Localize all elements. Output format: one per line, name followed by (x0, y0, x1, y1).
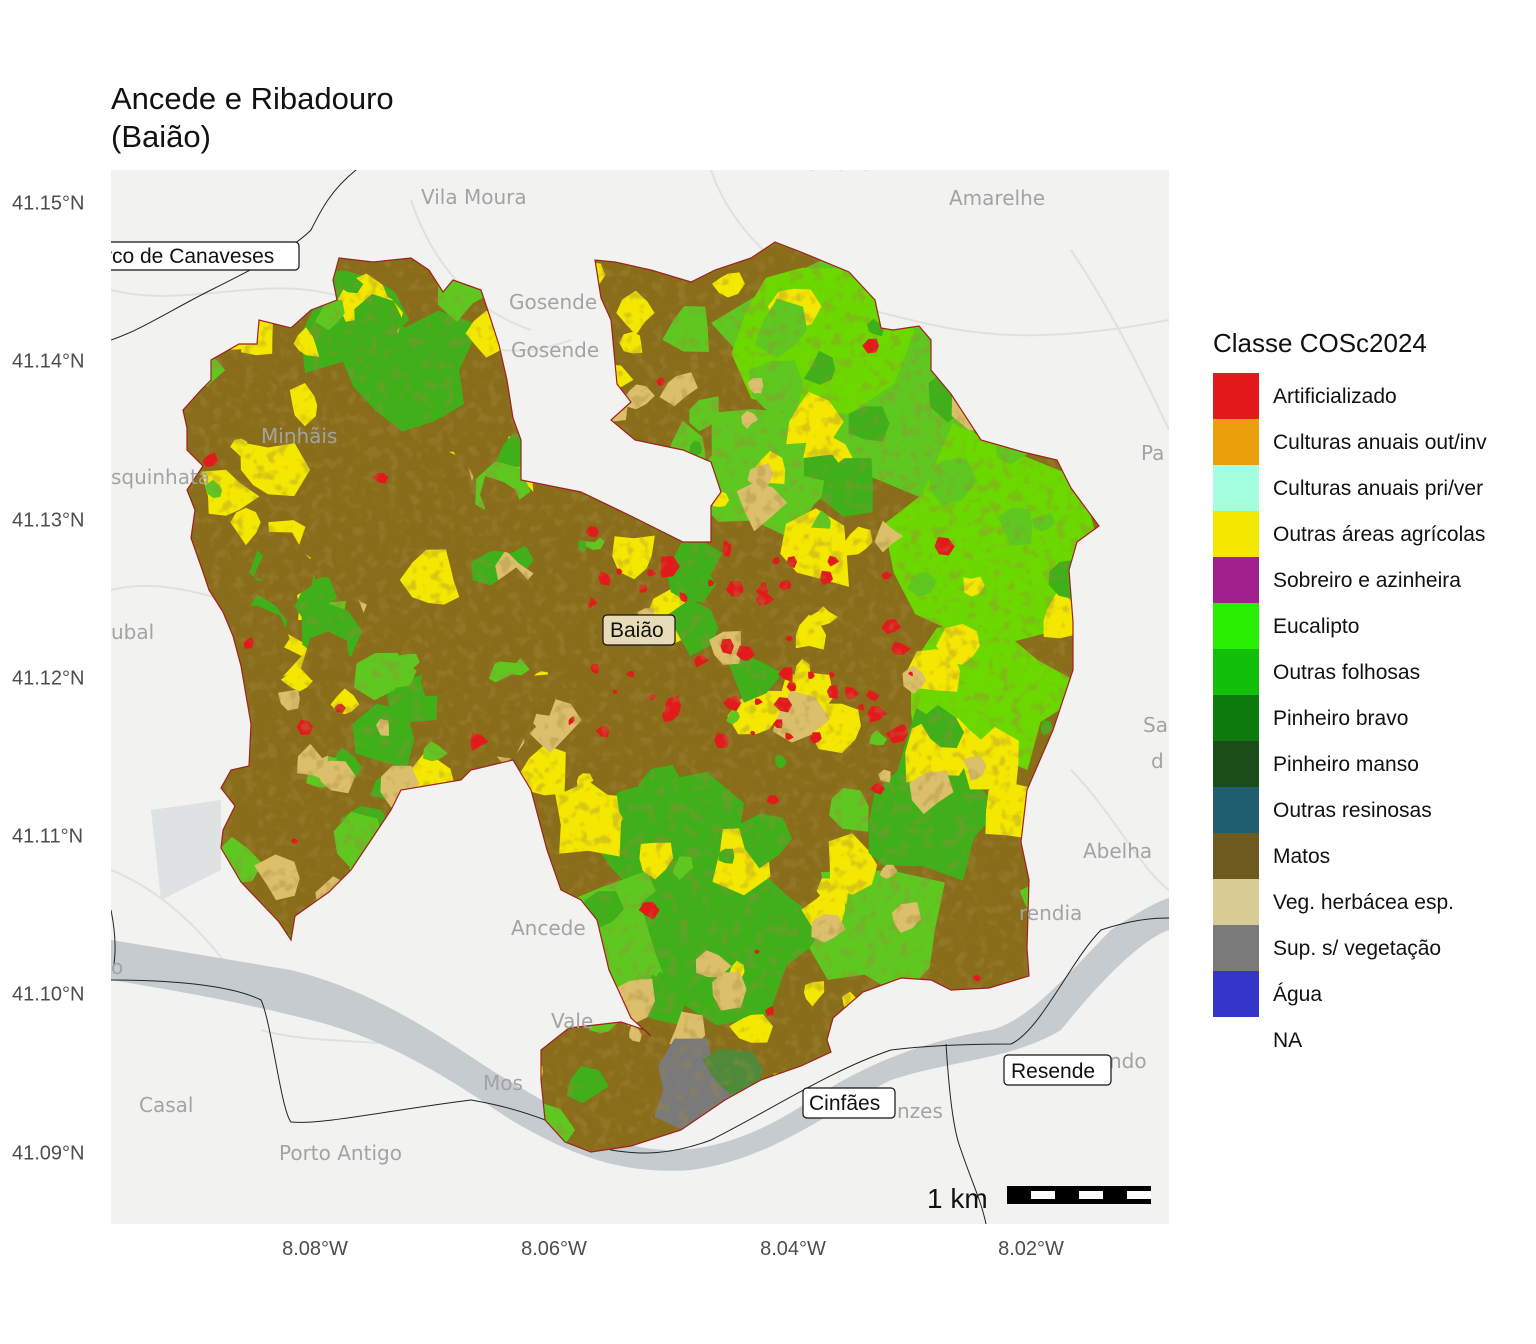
basemap-place-name: rendia (1019, 901, 1082, 925)
legend-color-key (1213, 373, 1259, 419)
title-line-2: (Baião) (111, 119, 211, 154)
basemap-landuse-patch (151, 800, 221, 900)
legend-item: Água (1213, 971, 1427, 1017)
legend-item: Culturas anuais out/inv (1213, 419, 1487, 465)
map-panel[interactable]: Vila Moura Amarelhe Gosende Gosende Minhãis s… (111, 170, 1169, 1224)
legend-color-key (1213, 649, 1259, 695)
legend-label: Eucalipto (1273, 615, 1360, 638)
legend-color-key (1213, 511, 1259, 557)
x-tick-label: 8.02°W (998, 1238, 1064, 1260)
legend-label: Pinheiro bravo (1273, 707, 1409, 730)
basemap-place-name: Pa (1141, 441, 1164, 465)
legend-color-key (1213, 879, 1259, 925)
legend-label: Outras resinosas (1273, 799, 1432, 822)
y-tick-label: 41.15°N (12, 192, 85, 215)
basemap-place-name: Minhãis (261, 424, 337, 448)
legend-label: NA (1273, 1029, 1303, 1052)
legend-item: Veg. herbácea esp. (1213, 879, 1454, 925)
basemap-place-name: nzes (897, 1099, 943, 1123)
legend-color-key (1213, 419, 1259, 465)
legend-item: Pinheiro manso (1213, 741, 1427, 787)
basemap-place-name: ubal (111, 620, 154, 644)
place-label-marco-text: rco de Canaveses (111, 245, 274, 268)
legend-item: Outras resinosas (1213, 787, 1432, 833)
legend-color-key (1213, 557, 1259, 603)
legend-color-key (1213, 741, 1259, 787)
legend-color-key (1213, 603, 1259, 649)
legend-item: Artificializado (1213, 373, 1427, 419)
legend: Classe COSc2024 Artificializado Culturas … (1213, 328, 1487, 1063)
scale-bar-label: 1 km (927, 1183, 988, 1214)
basemap-place-name: Freixeiro (787, 170, 872, 175)
legend-label: Veg. herbácea esp. (1273, 891, 1454, 914)
legend-item: Sup. s/ vegetação (1213, 925, 1441, 971)
scale-bar: 1 km (927, 1183, 1151, 1214)
legend-label: Artificializado (1273, 385, 1397, 408)
y-tick-label: 41.09°N (12, 1142, 85, 1165)
legend-color-key (1213, 1017, 1259, 1063)
legend-item: Pinheiro bravo (1213, 695, 1427, 741)
legend-item: Culturas anuais pri/ver (1213, 465, 1483, 511)
legend-item: Sobreiro e azinheira (1213, 557, 1461, 603)
x-tick-label: 8.08°W (282, 1238, 348, 1260)
legend-item: Matos (1213, 833, 1427, 879)
place-label-marco: rco de Canaveses (111, 241, 300, 271)
basemap-place-name: o (111, 955, 123, 979)
basemap-place-name: Casal (139, 1093, 193, 1117)
legend-item: Outras áreas agrícolas (1213, 511, 1485, 557)
title-line-1: Ancede e Ribadouro (111, 81, 394, 116)
basemap-place-name: Mos (483, 1071, 523, 1095)
y-tick-label: 41.14°N (12, 350, 85, 373)
legend-color-key (1213, 925, 1259, 971)
legend-items: Artificializado Culturas anuais out/inv Cu… (1213, 373, 1487, 1063)
legend-label: Pinheiro manso (1273, 753, 1419, 776)
basemap-place-name: d (1151, 749, 1164, 773)
legend-item: Outras folhosas (1213, 649, 1427, 695)
x-tick-label: 8.04°W (760, 1238, 826, 1260)
basemap-place-name: Amarelhe (949, 186, 1045, 210)
map-title: Ancede e Ribadouro (Baião) (111, 80, 394, 156)
legend-color-key (1213, 465, 1259, 511)
legend-label: Culturas anuais pri/ver (1273, 477, 1484, 500)
legend-label: Sup. s/ vegetação (1273, 937, 1442, 960)
basemap-place-name: ndo (1109, 1049, 1147, 1073)
legend-color-key (1213, 971, 1259, 1017)
place-label-cinfaes: Cinfães (802, 1087, 896, 1119)
basemap-place-name: Sa (1143, 713, 1168, 737)
legend-color-key (1213, 787, 1259, 833)
legend-label: Água (1273, 983, 1323, 1006)
legend-label: Outras áreas agrícolas (1273, 523, 1486, 546)
legend-title: Classe COSc2024 (1213, 328, 1427, 358)
basemap-place-name: Abelha (1083, 839, 1152, 863)
y-tick-label: 41.10°N (12, 983, 85, 1006)
place-label-resende: Resende (1003, 1054, 1112, 1086)
legend-label: Culturas anuais out/inv (1273, 431, 1487, 454)
legend-label: Outras folhosas (1273, 661, 1421, 684)
map-canvas[interactable]: Vila Moura Amarelhe Gosende Gosende Minhãis s… (111, 170, 1169, 1224)
y-tick-label: 41.13°N (12, 509, 85, 532)
basemap-place-name: Vale (551, 1009, 593, 1033)
basemap-place-name: Vila Moura (421, 185, 527, 209)
legend-label: Sobreiro e azinheira (1273, 569, 1461, 592)
legend-label: Matos (1273, 845, 1331, 868)
basemap-place-name: squinhata (111, 465, 210, 489)
legend-item: Eucalipto (1213, 603, 1427, 649)
legend-color-key (1213, 695, 1259, 741)
basemap-place-name: Porto Antigo (279, 1141, 402, 1165)
basemap-place-name: Ancede (511, 916, 586, 940)
place-label-baiao: Baião (602, 614, 676, 646)
place-label-baiao-text: Baião (610, 619, 664, 642)
place-label-resende-text: Resende (1011, 1060, 1095, 1083)
basemap-place-name: Gosende (511, 338, 599, 362)
x-tick-label: 8.06°W (521, 1238, 587, 1260)
y-tick-label: 41.12°N (12, 667, 85, 690)
basemap-labels: Vila Moura Amarelhe Gosende Gosende Minhãis s… (111, 170, 1168, 1165)
y-tick-label: 41.11°N (12, 825, 84, 848)
legend-item: NA (1213, 1017, 1427, 1063)
place-label-cinfaes-text: Cinfães (809, 1092, 880, 1115)
legend-color-key (1213, 833, 1259, 879)
basemap-place-name: Gosende (509, 290, 597, 314)
